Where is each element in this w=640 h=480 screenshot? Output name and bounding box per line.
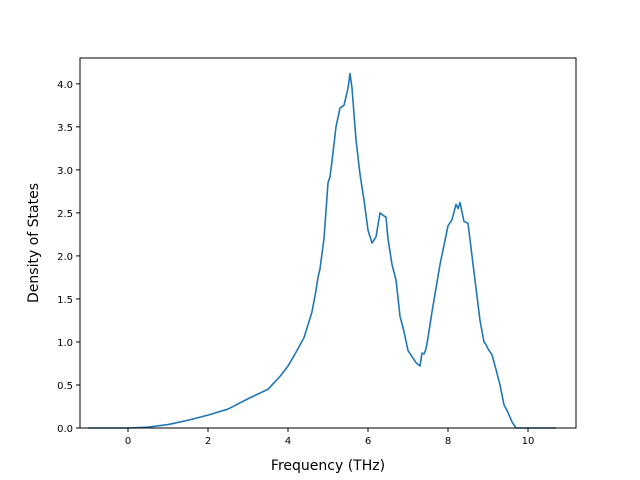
y-tick-label: 2.0 [57,252,73,263]
line-layer [88,72,556,429]
y-axis-label: Density of States [26,183,42,303]
x-tick-label: 10 [522,436,535,447]
y-tick-label: 4.0 [57,80,73,91]
x-axis-label: Frequency (THz) [271,458,385,474]
ticks-layer: 0 2 4 6 8 10 0.0 0.5 1.0 1.5 2.0 2.5 3.0 3.5 4.0 [57,80,534,447]
dos-series-line [88,72,556,429]
y-tick-label: 1.5 [57,295,73,306]
y-tick-label: 1.0 [57,338,73,349]
plot-frame [79,57,577,429]
x-tick-label: 4 [285,436,291,447]
y-tick-label: 2.5 [57,209,73,220]
x-tick-label: 8 [445,436,451,447]
x-tick-label: 6 [365,436,371,447]
y-tick-label: 3.5 [57,123,73,134]
y-tick-label: 3.0 [57,166,73,177]
x-tick-label: 2 [205,436,211,447]
x-tick-label: 0 [125,436,131,447]
y-tick-label: 0.0 [57,424,73,435]
y-tick-label: 0.5 [57,381,73,392]
